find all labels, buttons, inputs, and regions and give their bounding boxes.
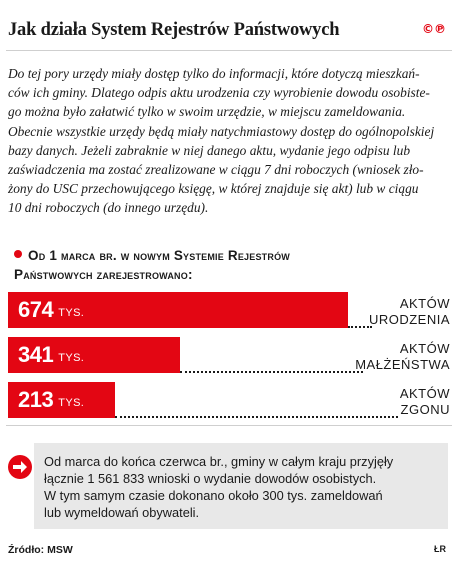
intro-line: ców ich gminy. Dlatego odpis aktu urodze… [8, 85, 430, 101]
divider-middle [6, 425, 452, 426]
bar-unit: TYS. [58, 397, 85, 409]
bar-value: 674 [18, 297, 54, 322]
subheading-line-2: Państwowych zarejestrowano: [14, 267, 193, 282]
intro-line: go można było załatwić tylko w swoim urz… [8, 104, 406, 120]
bar-births: 674 TYS. [8, 292, 348, 328]
bar-label-line: URODZENIA [368, 312, 450, 327]
page-title: Jak działa System Rejestrów Państwowych [8, 20, 340, 40]
publisher-logo: ©℗ [422, 22, 446, 36]
bar-label-births: AKTÓW URODZENIA [369, 296, 450, 328]
bar-marriages: 341 TYS. [8, 337, 180, 373]
info-line: lub wymeldowań obywateli. [44, 505, 200, 520]
info-line: Od marca do końca czerwca br., gminy w c… [44, 454, 394, 469]
intro-line: Do tej pory urzędy miały dostęp tylko do… [8, 66, 420, 81]
arrow-right-icon [8, 455, 32, 479]
intro-line: 10 dni roboczych (do innego urzędu). [8, 200, 209, 216]
bar-label-line: AKTÓW [399, 341, 450, 356]
info-box [34, 443, 448, 529]
intro-line: Obecnie wszystkie urzędy będą miały naty… [8, 123, 435, 139]
bar-value: 341 [18, 342, 54, 367]
source-note: Źródło: MSW [8, 544, 73, 556]
chart-subheading: Od 1 marca br. w nowym Systemie Rejestró… [14, 246, 434, 284]
info-line: łącznie 1 561 833 wnioski o wydanie dowo… [44, 471, 377, 486]
bar-unit: TYS. [58, 307, 85, 319]
intro-line: bazy danych. Jeżeli zabraknie w niej dan… [8, 142, 411, 158]
bullet-dot-icon [14, 250, 22, 259]
divider-top [6, 50, 452, 51]
intro-line: zaświadczenia ma zostać zrealizowane w c… [8, 162, 424, 178]
bar-value: 213 [18, 387, 54, 412]
bar-label-line: AKTÓW [399, 296, 450, 311]
bar-label-line: AKTÓW [399, 386, 450, 401]
leader-dots [180, 371, 363, 373]
intro-paragraph: Do tej pory urzędy miały dostęp tylko do… [8, 64, 450, 218]
subheading-line-1: Od 1 marca br. w nowym Systemie Rejestró… [28, 248, 290, 263]
leader-dots [115, 416, 398, 418]
bar-label-deaths: AKTÓW ZGONU [400, 386, 450, 418]
bar-deaths: 213 TYS. [8, 382, 115, 418]
bar-unit: TYS. [58, 352, 85, 364]
bar-label-line: ZGONU [400, 402, 450, 417]
author-credit: ŁR [434, 544, 446, 554]
intro-line: żony do USC przechowującego księgę, w kt… [8, 181, 419, 197]
info-line: W tym samym czasie dokonano około 300 ty… [44, 488, 383, 503]
bar-label-marriages: AKTÓW MAŁŻEŃSTWA [355, 341, 450, 373]
leader-dots [348, 326, 372, 328]
bar-label-line: MAŁŻEŃSTWA [355, 357, 450, 372]
info-box-text: Od marca do końca czerwca br., gminy w c… [44, 453, 444, 521]
